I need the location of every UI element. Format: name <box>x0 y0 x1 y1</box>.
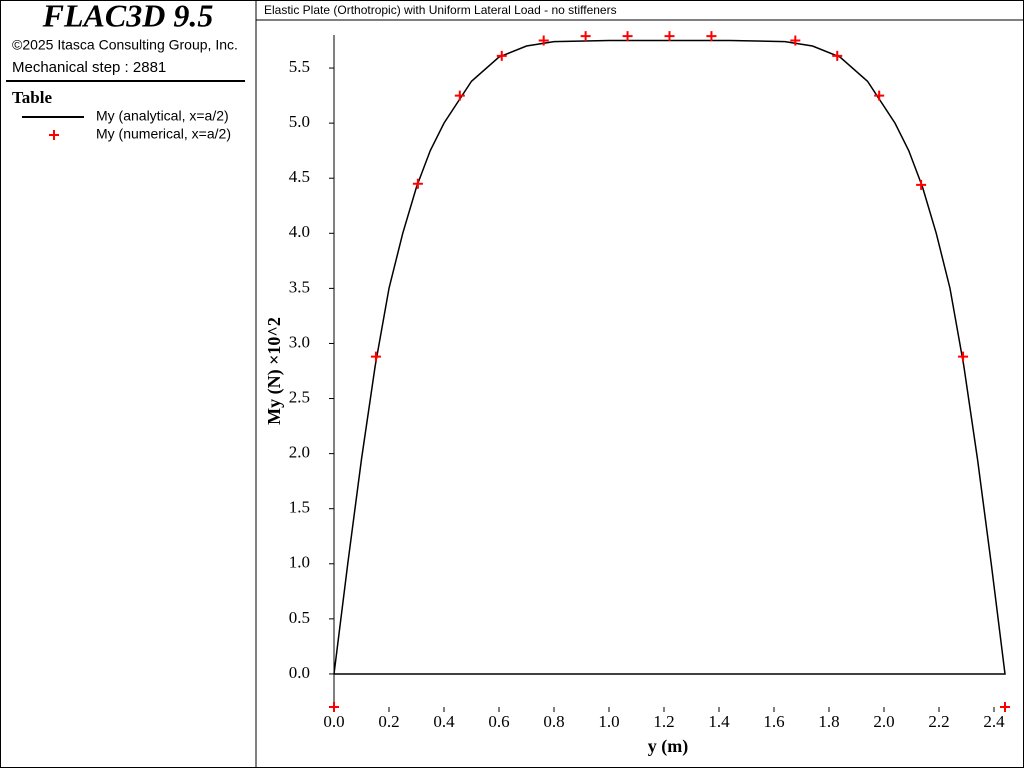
numerical-point <box>1000 702 1010 712</box>
numerical-point <box>832 50 843 61</box>
legend-marker <box>49 130 59 140</box>
x-tick-label: 0.8 <box>543 712 564 731</box>
numerical-point <box>916 179 927 190</box>
numerical-point <box>790 35 801 46</box>
y-tick-label: 5.0 <box>289 112 310 131</box>
y-tick-label: 2.0 <box>289 443 310 462</box>
legend-label: My (analytical, x=a/2) <box>96 108 229 124</box>
legend-label: My (numerical, x=a/2) <box>96 126 231 142</box>
y-tick-label: 4.0 <box>289 222 310 241</box>
y-tick-label: 3.0 <box>289 332 310 351</box>
x-tick-label: 1.2 <box>653 712 674 731</box>
numerical-point <box>496 50 507 61</box>
x-tick-label: 2.4 <box>983 712 1005 731</box>
x-axis-label: y (m) <box>648 736 688 757</box>
y-tick-label: 3.5 <box>289 277 310 296</box>
y-tick-label: 0.5 <box>289 608 310 627</box>
numerical-point <box>329 702 339 712</box>
y-axis-label: My (N) ×10^2 <box>264 317 285 425</box>
numerical-point <box>370 351 381 362</box>
x-tick-label: 0.0 <box>323 712 344 731</box>
x-tick-label: 2.2 <box>928 712 949 731</box>
product: FLAC3D 9.5 <box>42 0 214 33</box>
chart-title: Elastic Plate (Orthotropic) with Uniform… <box>264 3 617 17</box>
x-tick-label: 1.4 <box>708 712 730 731</box>
x-tick-label: 0.6 <box>488 712 509 731</box>
numerical-point <box>580 31 591 42</box>
x-tick-label: 1.8 <box>818 712 839 731</box>
x-tick-label: 0.2 <box>378 712 399 731</box>
copyright: ©2025 Itasca Consulting Group, Inc. <box>12 37 238 53</box>
y-tick-label: 5.5 <box>289 57 310 76</box>
numerical-point <box>874 90 885 101</box>
analytical-line <box>333 39 1006 675</box>
numerical-point <box>706 31 717 42</box>
numerical-point <box>412 178 423 189</box>
y-tick-label: 0.0 <box>289 663 310 682</box>
numerical-point <box>454 90 465 101</box>
numerical-point <box>538 35 549 46</box>
x-tick-label: 1.0 <box>598 712 619 731</box>
numerical-point <box>622 31 633 42</box>
legend-title: Table <box>12 88 52 107</box>
x-tick-label: 2.0 <box>873 712 894 731</box>
y-tick-label: 2.5 <box>289 387 310 406</box>
y-tick-label: 4.5 <box>289 167 310 186</box>
x-tick-label: 1.6 <box>763 712 784 731</box>
y-tick-label: 1.0 <box>289 553 310 572</box>
y-tick-label: 1.5 <box>289 498 310 517</box>
numerical-point <box>664 31 675 42</box>
x-tick-label: 0.4 <box>433 712 455 731</box>
step: Mechanical step : 2881 <box>12 59 166 76</box>
numerical-point <box>958 351 969 362</box>
